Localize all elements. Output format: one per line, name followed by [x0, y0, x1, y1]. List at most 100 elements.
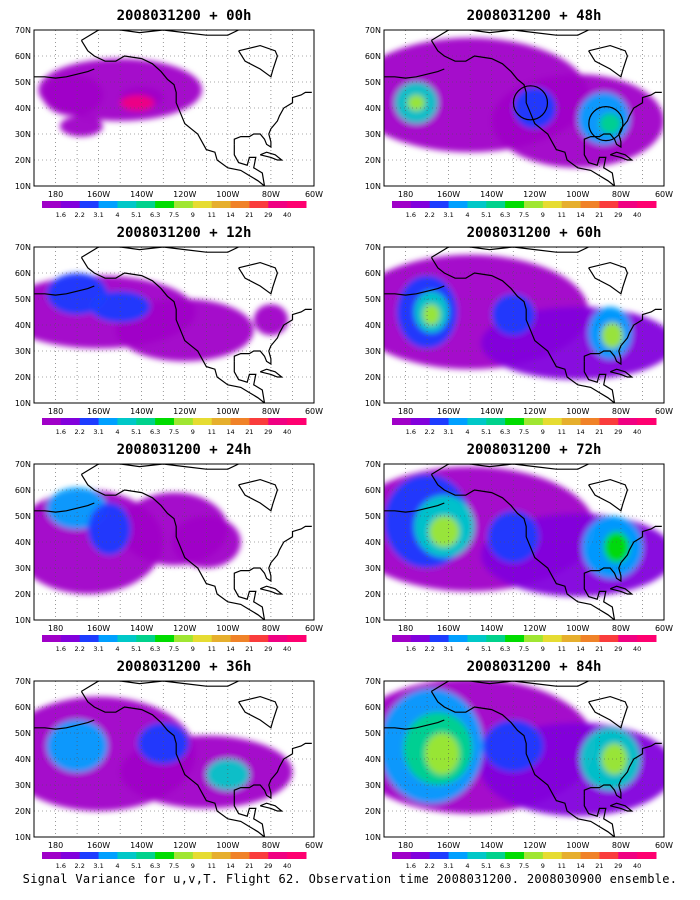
lon-tick-label: 60W: [655, 407, 673, 416]
lon-tick-label: 100W: [216, 407, 239, 416]
lon-tick-label: 80W: [612, 841, 630, 850]
colorbar-swatch: [249, 418, 269, 425]
colorbar-label: 40: [283, 211, 291, 219]
colorbar-swatch: [155, 418, 175, 425]
lat-tick-label: 50N: [365, 295, 381, 304]
variance-blob: [87, 503, 131, 555]
lat-tick-label: 60N: [15, 703, 31, 712]
lon-tick-label: 60W: [305, 841, 323, 850]
colorbar-label: 40: [633, 862, 641, 870]
map-72h: 70N 60N 50N 40N 30N 20N 10N 180 160W 140W 120W 100W…: [365, 460, 673, 653]
panel-title: 2008031200 + 00h: [116, 8, 252, 24]
variance-blob: [601, 322, 624, 349]
plot-frame: [383, 680, 665, 838]
colorbar-label: 5.1: [481, 862, 491, 870]
colorbar-label: 40: [633, 428, 641, 436]
lat-tick-label: 20N: [15, 156, 31, 165]
colorbar-label: 14: [226, 211, 234, 219]
lon-tick-label: 120W: [523, 190, 546, 199]
lon-tick-label: 60W: [305, 407, 323, 416]
variance-blob: [59, 115, 103, 137]
colorbar-label: 6.3: [500, 862, 510, 870]
lat-tick-label: 10N: [365, 616, 381, 625]
lat-tick-label: 50N: [15, 512, 31, 521]
lon-tick-label: 120W: [523, 624, 546, 633]
colorbar-swatch: [542, 201, 563, 208]
lon-tick-label: 80W: [612, 190, 630, 199]
lon-tick-label: 80W: [612, 624, 630, 633]
lat-tick-label: 50N: [365, 729, 381, 738]
colorbar-label: 21: [595, 862, 603, 870]
colorbar-label: 2.2: [425, 862, 435, 870]
colorbar-swatch: [392, 201, 412, 208]
grid-lines: [384, 30, 664, 186]
panel-48h: 2008031200 + 48h 70N 60N 50N 40N 30N 20N 10N 18…: [364, 8, 700, 228]
colorbar-label: 6.3: [500, 428, 510, 436]
colorbar-swatch: [230, 852, 250, 859]
colorbar-swatch: [580, 418, 600, 425]
colorbar-label: 6.3: [500, 645, 510, 653]
grid-lines: [384, 464, 664, 620]
lon-tick-label: 100W: [216, 190, 239, 199]
lon-tick-label: 140W: [130, 841, 153, 850]
colorbar-label: 11: [558, 428, 566, 436]
colorbar-swatch: [287, 201, 307, 208]
colorbar-label: 14: [576, 428, 584, 436]
colorbar-label: 29: [264, 211, 272, 219]
colorbar-label: 14: [226, 862, 234, 870]
plot-frame: [33, 463, 315, 621]
colorbar-label: 3.1: [93, 862, 103, 870]
colorbar-label: 7.5: [519, 211, 529, 219]
figure-caption: Signal Variance for u,v,T. Flight 62. Ob…: [22, 872, 678, 886]
colorbar-swatch: [268, 201, 288, 208]
colorbar-swatch: [117, 201, 137, 208]
lon-tick-label: 160W: [437, 624, 460, 633]
colorbar-swatch: [136, 635, 156, 642]
lat-tick-label: 70N: [15, 460, 31, 469]
lat-tick-label: 10N: [365, 399, 381, 408]
observation-circle: [588, 105, 624, 142]
colorbar-label: 14: [576, 645, 584, 653]
colorbar-label: 29: [614, 862, 622, 870]
lon-tick-label: 140W: [480, 841, 503, 850]
colorbar-label: 4: [115, 428, 119, 436]
colorbar-label: 21: [245, 645, 253, 653]
lon-tick-label: 100W: [566, 407, 589, 416]
colorbar-swatch: [561, 201, 582, 208]
colorbar-label: 40: [633, 645, 641, 653]
colorbar-swatch: [524, 201, 544, 208]
colorbar-swatch: [192, 635, 213, 642]
colorbar-label: 11: [208, 211, 216, 219]
colorbar-swatch: [211, 418, 232, 425]
colorbar-label: 4: [115, 645, 119, 653]
variance-blob: [422, 304, 440, 325]
colorbar-swatch: [429, 201, 450, 208]
lon-tick-label: 180: [48, 407, 63, 416]
lon-tick-label: 160W: [87, 407, 110, 416]
colorbar-swatch: [230, 201, 250, 208]
plot-frame: [33, 29, 315, 187]
colorbar-label: 7.5: [169, 428, 179, 436]
colorbar-label: 14: [576, 211, 584, 219]
colorbar-swatch: [524, 418, 544, 425]
colorbar-swatch: [599, 635, 619, 642]
coastline: [34, 464, 312, 620]
colorbar-swatch: [98, 852, 118, 859]
variance-blob: [206, 759, 250, 791]
lat-tick-label: 20N: [15, 590, 31, 599]
colorbar-label: 21: [245, 211, 253, 219]
grid-lines: [34, 30, 314, 186]
panel-00h: 2008031200 + 00h 70N 60N 50N 40N 30N 20N 10N 18…: [14, 8, 354, 228]
colorbar-swatch: [637, 635, 657, 642]
colorbar-swatch: [542, 418, 563, 425]
lat-tick-label: 30N: [15, 347, 31, 356]
colorbar-label: 1.6: [56, 211, 66, 219]
variance-blob: [424, 733, 460, 775]
lat-tick-label: 10N: [15, 833, 31, 842]
lon-tick-label: 120W: [523, 407, 546, 416]
colorbar-label: 29: [614, 428, 622, 436]
colorbar-swatch: [618, 201, 638, 208]
colorbar-label: 11: [558, 645, 566, 653]
lat-tick-label: 50N: [15, 295, 31, 304]
colorbar-swatch: [174, 852, 194, 859]
